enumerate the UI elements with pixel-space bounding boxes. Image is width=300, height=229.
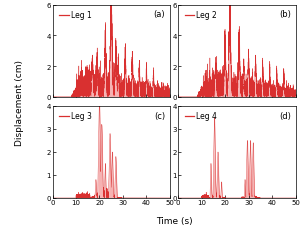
Text: Displacement (cm): Displacement (cm) (15, 60, 24, 146)
Text: (c): (c) (154, 111, 165, 120)
Legend: Leg 3: Leg 3 (59, 111, 92, 122)
Text: (d): (d) (279, 111, 291, 120)
Legend: Leg 1: Leg 1 (59, 11, 92, 21)
Text: (b): (b) (279, 10, 291, 19)
Text: (a): (a) (154, 10, 165, 19)
Text: Time (s): Time (s) (156, 216, 193, 225)
Legend: Leg 2: Leg 2 (184, 11, 218, 21)
Legend: Leg 4: Leg 4 (184, 111, 218, 122)
